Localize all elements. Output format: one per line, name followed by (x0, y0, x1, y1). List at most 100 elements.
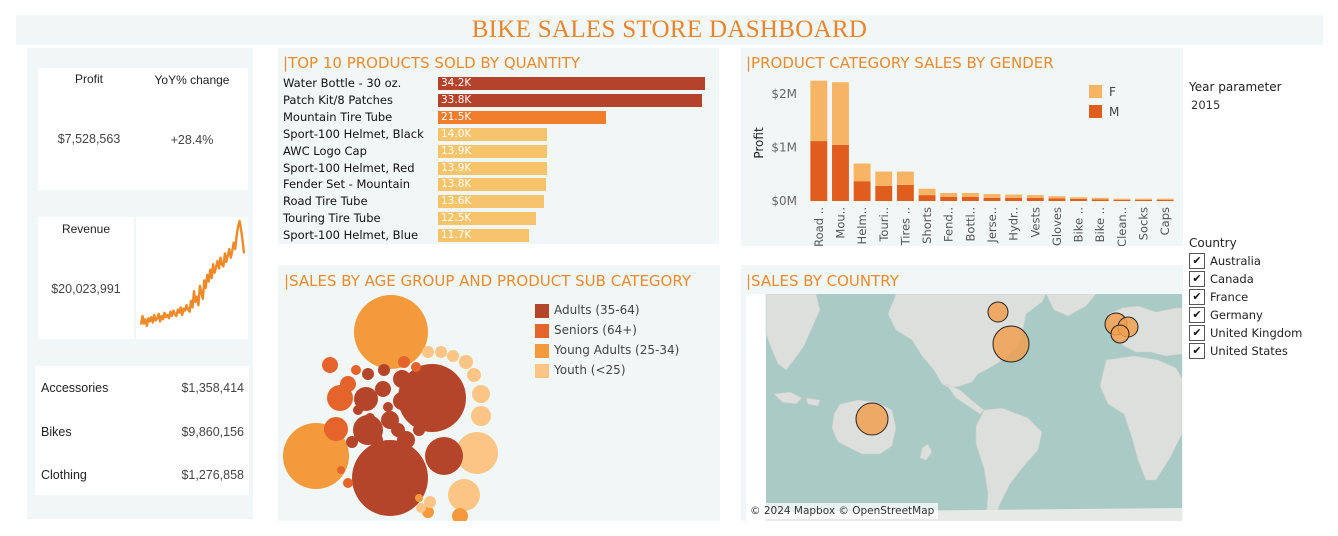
age-subcategory-bubble[interactable] (459, 355, 473, 369)
gender-bar-f[interactable] (983, 194, 1001, 198)
country-filter-item[interactable]: ✔ Australia (1189, 253, 1329, 269)
age-subcategory-bubble[interactable] (378, 364, 390, 376)
country-checkbox[interactable]: ✔ (1189, 343, 1205, 359)
canada-bubble[interactable] (987, 301, 1009, 323)
age-subcategory-bubble[interactable] (422, 346, 434, 358)
age-subcategory-bubble[interactable] (383, 402, 393, 412)
age-subcategory-bubble[interactable] (322, 357, 338, 373)
age-subcategory-bubble[interactable] (456, 432, 498, 474)
gender-bar-f[interactable] (1048, 196, 1066, 199)
gender-bar-f[interactable] (1135, 198, 1152, 200)
age-subcategory-bubble[interactable] (415, 494, 423, 502)
age-subcategory-bubble[interactable] (340, 376, 356, 392)
age-subcategory-bubble[interactable] (471, 406, 491, 426)
country-checkbox[interactable]: ✔ (1189, 325, 1205, 341)
age-subcategory-bubble[interactable] (337, 466, 345, 474)
country-filter-item[interactable]: ✔ United States (1189, 343, 1329, 359)
country-checkbox[interactable]: ✔ (1189, 271, 1205, 287)
age-subcategory-bubble[interactable] (472, 385, 490, 403)
age-subcategory-bubble[interactable] (351, 365, 361, 375)
age-subcategory-bubble[interactable] (393, 370, 411, 388)
gender-bar-m[interactable] (875, 186, 893, 201)
gender-bar-m[interactable] (1026, 197, 1044, 201)
product-bar[interactable]: 34.2K (438, 77, 705, 90)
gender-bar-m[interactable] (896, 184, 914, 201)
map-attribution[interactable]: © 2024 Mapbox © OpenStreetMap (746, 503, 939, 519)
united-states-bubble[interactable] (992, 325, 1030, 363)
gender-bar-f[interactable] (832, 82, 849, 145)
age-subcategory-bubble[interactable] (416, 503, 426, 513)
product-bar[interactable]: 14.0K (438, 127, 548, 141)
gender-bar-f[interactable] (1156, 198, 1174, 200)
age-subcategory-bubble[interactable] (393, 392, 411, 410)
gender-bar-f[interactable] (918, 188, 936, 196)
age-subcategory-bubble[interactable] (397, 431, 415, 449)
product-bar[interactable]: 13.6K (438, 195, 545, 209)
gender-bar-m[interactable] (1135, 199, 1152, 201)
gender-bar-m[interactable] (853, 181, 871, 201)
age-subcategory-bubble[interactable] (375, 381, 391, 397)
france-bubble[interactable] (1110, 324, 1130, 344)
gender-bar-m[interactable] (1070, 198, 1088, 201)
gender-bar-f[interactable] (1070, 197, 1088, 199)
age-subcategory-bubble[interactable] (452, 508, 468, 521)
product-bar[interactable]: 13.9K (438, 144, 547, 158)
age-subcategory-bubble[interactable] (448, 479, 480, 511)
age-subcategory-bubble[interactable] (398, 356, 410, 368)
age-subcategory-bubble[interactable] (411, 362, 421, 372)
age-subcategory-bubble[interactable] (467, 368, 481, 382)
country-filter-item[interactable]: ✔ France (1189, 289, 1329, 305)
country-filter-item[interactable]: ✔ United Kingdom (1189, 325, 1329, 341)
product-bar[interactable]: 33.8K (438, 93, 702, 107)
gender-bar-m[interactable] (940, 196, 958, 201)
country-checkbox[interactable]: ✔ (1189, 289, 1205, 305)
age-subcategory-bubble[interactable] (353, 405, 363, 415)
age-subcategory-bubble[interactable] (354, 295, 428, 369)
gender-bar-f[interactable] (961, 192, 979, 197)
age-subcategory-bubble[interactable] (369, 433, 383, 447)
gender-bar-m[interactable] (1113, 199, 1131, 201)
gender-bar-m[interactable] (983, 197, 1001, 201)
gender-bar-f[interactable] (1026, 195, 1044, 198)
gender-bar-f[interactable] (1091, 197, 1109, 200)
gender-bar-f[interactable] (853, 163, 871, 182)
country-filter-item[interactable]: ✔ Canada (1189, 271, 1329, 287)
gender-bar-m[interactable] (1091, 199, 1109, 201)
year-parameter-value[interactable]: 2015 (1191, 98, 1221, 112)
product-bar[interactable]: 13.8K (438, 178, 546, 192)
gender-bar-m[interactable] (1048, 198, 1066, 201)
age-subcategory-bubble[interactable] (362, 368, 374, 380)
gender-bar-f[interactable] (896, 171, 914, 185)
gender-bar-f[interactable] (810, 80, 828, 142)
age-subcategory-bubble[interactable] (365, 413, 375, 423)
gender-bar-f[interactable] (940, 192, 958, 197)
age-subcategory-bubble[interactable] (435, 346, 447, 358)
age-subcategory-bubble[interactable] (424, 496, 436, 508)
age-subcategory-bubble[interactable] (425, 437, 463, 475)
age-subcategory-bubble[interactable] (407, 383, 417, 393)
age-subcategory-bubble[interactable] (447, 350, 459, 362)
age-subcategory-bubble[interactable] (324, 417, 348, 441)
age-subcategory-bubble[interactable] (352, 440, 428, 516)
age-subcategory-bubble[interactable] (413, 424, 425, 436)
product-bar[interactable]: 11.7K (438, 229, 530, 243)
gender-bar-m[interactable] (961, 196, 979, 201)
gender-bar-m[interactable] (832, 144, 849, 201)
gender-bar-f[interactable] (875, 171, 893, 187)
age-subcategory-bubble[interactable] (343, 478, 353, 488)
gender-bar-m[interactable] (918, 195, 936, 201)
country-filter-item[interactable]: ✔ Germany (1189, 307, 1329, 323)
gender-bar-m[interactable] (1156, 199, 1174, 201)
product-bar[interactable]: 13.9K (438, 161, 547, 175)
age-subcategory-bubble[interactable] (346, 436, 358, 448)
sales-by-country-map[interactable] (746, 294, 1182, 521)
age-subcategory-bubble[interactable] (411, 403, 425, 417)
gender-bar-f[interactable] (1113, 198, 1131, 200)
australia-bubble[interactable] (855, 402, 889, 436)
product-bar[interactable]: 12.5K (438, 212, 536, 226)
country-checkbox[interactable]: ✔ (1189, 307, 1205, 323)
country-checkbox[interactable]: ✔ (1189, 253, 1205, 269)
gender-bar-m[interactable] (810, 141, 828, 201)
age-subcategory-bubble[interactable] (354, 387, 378, 411)
gender-bar-f[interactable] (1005, 194, 1023, 198)
